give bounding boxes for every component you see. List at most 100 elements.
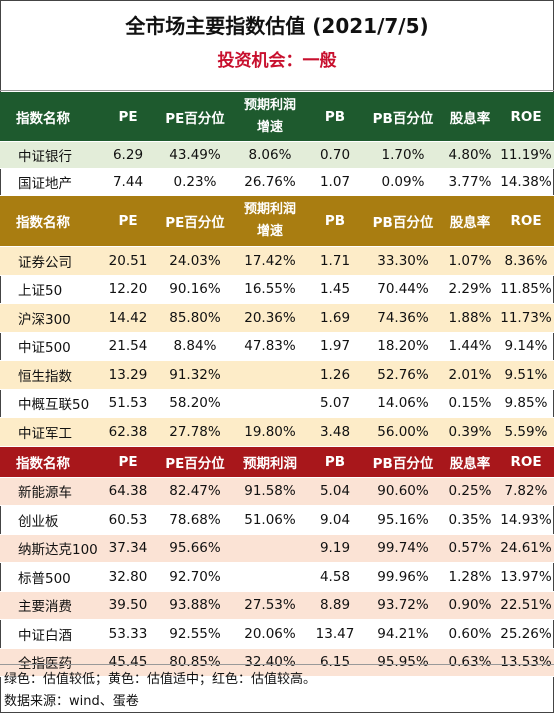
- profit-growth-cell: 32.40%: [234, 648, 306, 677]
- pb-cell: 1.26: [306, 360, 364, 390]
- pe-cell: 37.34: [100, 534, 156, 563]
- pb-cell: 1.45: [306, 275, 364, 304]
- table-row: 纳斯达克100 37.34 95.66% 9.19 99.74% 0.57% 24.61%: [0, 534, 554, 563]
- pe-percentile-cell: 27.78%: [156, 417, 234, 447]
- column-header: PB: [306, 92, 364, 142]
- table-row: 中证白酒 53.33 92.55% 20.06% 13.47 94.21% 0.60% 25.…: [0, 619, 554, 649]
- pb-percentile-cell: 52.76%: [364, 360, 442, 390]
- column-header: PB: [306, 195, 364, 247]
- pe-percentile-cell: 78.68%: [156, 505, 234, 535]
- pb-cell: 1.07: [306, 168, 364, 196]
- divider: [0, 664, 554, 665]
- index-name-cell: 中证500: [0, 332, 100, 361]
- dividend-yield-cell: 1.44%: [442, 332, 498, 361]
- table-row: 证券公司 20.51 24.03% 17.42% 1.71 33.30% 1.07% 8.36…: [0, 246, 554, 276]
- column-header: PE百分位: [156, 92, 234, 142]
- column-header-line: 增速: [256, 119, 283, 135]
- table-row: 创业板 60.53 78.68% 51.06% 9.04 95.16% 0.35% 14.93…: [0, 505, 554, 535]
- page-subtitle: 投资机会：一般: [217, 51, 337, 71]
- dividend-yield-cell: 1.88%: [442, 303, 498, 333]
- dividend-yield-cell: 2.01%: [442, 360, 498, 390]
- dividend-yield-cell: 0.25%: [442, 477, 498, 506]
- dividend-yield-cell: 0.90%: [442, 591, 498, 620]
- column-header: 股息率: [442, 195, 498, 247]
- roe-cell: 5.59%: [498, 417, 554, 447]
- pe-cell: 14.42: [100, 303, 156, 333]
- index-name-cell: 标普500: [0, 562, 100, 592]
- pe-percentile-cell: 24.03%: [156, 246, 234, 276]
- pb-cell: 4.58: [306, 562, 364, 592]
- pb-percentile-cell: 99.96%: [364, 562, 442, 592]
- roe-cell: 25.26%: [498, 619, 554, 649]
- profit-growth-cell: 20.36%: [234, 303, 306, 333]
- dividend-yield-cell: 3.77%: [442, 168, 498, 196]
- profit-growth-cell: 19.80%: [234, 417, 306, 447]
- column-header: 股息率: [442, 446, 498, 478]
- table-header-row: 指数名称 PE PE百分位 预期利润 增速 PB PB百分位 股息率 ROE: [0, 195, 554, 247]
- page-title: 全市场主要指数估值 (2021/7/5): [125, 14, 429, 38]
- roe-cell: 9.51%: [498, 360, 554, 390]
- roe-cell: 11.19%: [498, 141, 554, 169]
- pb-percentile-cell: 94.21%: [364, 619, 442, 649]
- column-header: 指数名称: [0, 92, 100, 142]
- valuation-table: 指数名称 PE PE百分位 预期利润 增速 PB PB百分位 股息率 ROE 中证银行 6.29 43…: [0, 92, 554, 677]
- pe-percentile-cell: 93.88%: [156, 591, 234, 620]
- column-header: 预期利润: [234, 446, 306, 478]
- pe-cell: 60.53: [100, 505, 156, 535]
- pb-percentile-cell: 0.09%: [364, 168, 442, 196]
- pb-percentile-cell: 1.70%: [364, 141, 442, 169]
- pe-cell: 7.44: [100, 168, 156, 196]
- roe-cell: 13.53%: [498, 648, 554, 677]
- pe-cell: 53.33: [100, 619, 156, 649]
- pb-percentile-cell: 93.72%: [364, 591, 442, 620]
- index-name-cell: 恒生指数: [0, 360, 100, 390]
- table-row: 中证银行 6.29 43.49% 8.06% 0.70 1.70% 4.80% 11.19%: [0, 141, 554, 169]
- table-row: 标普500 32.80 92.70% 4.58 99.96% 1.28% 13.97%: [0, 562, 554, 592]
- pe-percentile-cell: 90.16%: [156, 275, 234, 304]
- pb-cell: 9.19: [306, 534, 364, 563]
- table-row: 国证地产 7.44 0.23% 26.76% 1.07 0.09% 3.77% 14.38%: [0, 168, 554, 196]
- dividend-yield-cell: 2.29%: [442, 275, 498, 304]
- profit-growth-cell: 47.83%: [234, 332, 306, 361]
- profit-growth-cell: [234, 360, 306, 390]
- index-name-cell: 证券公司: [0, 246, 100, 276]
- column-header-line: 增速: [256, 224, 283, 239]
- color-legend-note: 绿色：估值较低；黄色：估值适中；红色：估值较高。: [4, 672, 317, 687]
- roe-cell: 24.61%: [498, 534, 554, 563]
- dividend-yield-cell: 0.35%: [442, 505, 498, 535]
- pb-cell: 8.89: [306, 591, 364, 620]
- index-name-cell: 全指医药: [0, 648, 100, 677]
- pb-cell: 5.07: [306, 389, 364, 418]
- index-name-cell: 沪深300: [0, 303, 100, 333]
- pb-cell: 13.47: [306, 619, 364, 649]
- column-header: PB百分位: [364, 92, 442, 142]
- pb-cell: 1.69: [306, 303, 364, 333]
- pb-cell: 3.48: [306, 417, 364, 447]
- column-header: PE: [100, 446, 156, 478]
- table-row: 恒生指数 13.29 91.32% 1.26 52.76% 2.01% 9.51%: [0, 360, 554, 390]
- pe-cell: 13.29: [100, 360, 156, 390]
- pe-cell: 21.54: [100, 332, 156, 361]
- pe-cell: 64.38: [100, 477, 156, 506]
- table-row: 主要消费 39.50 93.88% 27.53% 8.89 93.72% 0.90% 22.5…: [0, 591, 554, 620]
- index-name-cell: 纳斯达克100: [0, 534, 100, 563]
- column-header: PE百分位: [156, 195, 234, 247]
- column-header: PB百分位: [364, 195, 442, 247]
- table-row: 中证军工 62.38 27.78% 19.80% 3.48 56.00% 0.39% 5.59…: [0, 417, 554, 447]
- index-name-cell: 上证50: [0, 275, 100, 304]
- dividend-yield-cell: 0.57%: [442, 534, 498, 563]
- profit-growth-cell: 27.53%: [234, 591, 306, 620]
- index-name-cell: 创业板: [0, 505, 100, 535]
- profit-growth-cell: [234, 562, 306, 592]
- pe-percentile-cell: 85.80%: [156, 303, 234, 333]
- pb-percentile-cell: 33.30%: [364, 246, 442, 276]
- pb-cell: 1.71: [306, 246, 364, 276]
- roe-cell: 11.73%: [498, 303, 554, 333]
- pb-percentile-cell: 95.95%: [364, 648, 442, 677]
- column-header: 预期利润 增速: [234, 92, 306, 142]
- column-header: ROE: [498, 92, 554, 142]
- index-name-cell: 新能源车: [0, 477, 100, 506]
- column-header: 股息率: [442, 92, 498, 142]
- index-name-cell: 主要消费: [0, 591, 100, 620]
- pe-cell: 12.20: [100, 275, 156, 304]
